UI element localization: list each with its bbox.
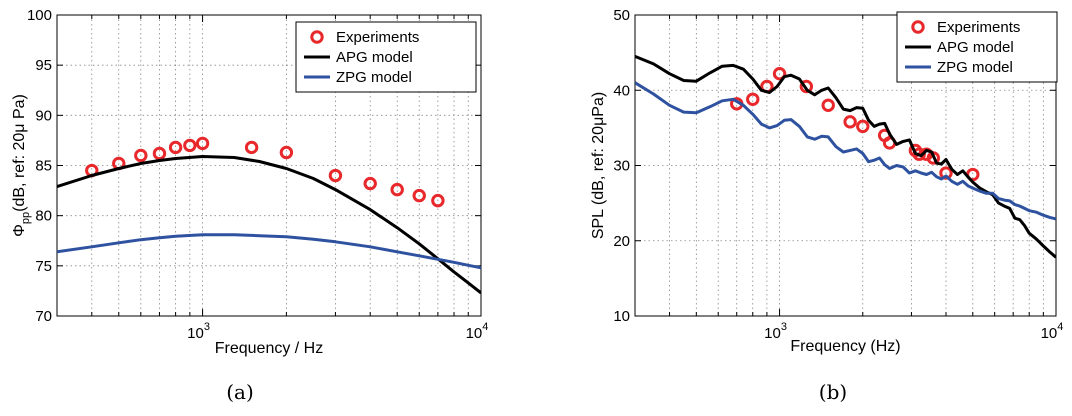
series-apg-model (57, 155, 481, 295)
series-line (57, 155, 481, 295)
legend: Experiments APG model ZPG model (295, 21, 477, 93)
series-line (635, 55, 1056, 259)
legend-swatch (911, 20, 925, 34)
y-tick-label: 90 (35, 107, 52, 124)
data-point (134, 148, 148, 163)
series-zpg-model (57, 233, 481, 270)
x-tick-label: 104 (1041, 321, 1064, 342)
legend-label: Experiments (937, 19, 1020, 36)
y-tick-label: 50 (613, 7, 630, 24)
y-tick-label: 40 (613, 82, 630, 99)
x-tick-label: 103 (187, 321, 210, 342)
data-point (431, 193, 445, 208)
data-point (843, 115, 857, 129)
legend-label: ZPG model (336, 69, 412, 86)
data-point (772, 66, 787, 81)
panel-caption: (b) (819, 380, 847, 404)
legend-label: ZPG model (937, 59, 1013, 76)
legend: Experiments APG model ZPG model (896, 11, 1058, 83)
data-point (363, 176, 377, 191)
x-tick-label: 104 (466, 321, 489, 342)
y-axis-label: SPL (dB, ref: 20μPa) (590, 92, 607, 239)
legend-label: APG model (937, 39, 1014, 56)
x-axis-label: Frequency / Hz (215, 340, 323, 357)
data-point (746, 92, 760, 106)
data-point (152, 146, 167, 161)
data-point (939, 166, 953, 180)
data-point (856, 119, 870, 134)
legend-label: APG model (336, 49, 413, 66)
y-tick-label: 20 (613, 233, 630, 250)
y-axis-label: Φpp(dB, ref: 20μ Pa) (11, 94, 32, 237)
y-tick-label: 75 (35, 258, 52, 275)
data-point (183, 138, 197, 153)
chart-b: 10 20 30 40 50 103 104 Frequency (Hz) SPL (dB, r… (590, 7, 1063, 404)
y-tick-label: 30 (613, 158, 630, 175)
chart-a: 70 75 80 85 90 95 100 103 104 Frequency / Hz Φpp(d… (11, 7, 488, 404)
y-tick-label: 70 (35, 308, 52, 325)
y-tick-label: 100 (27, 7, 52, 24)
x-tick-label: 103 (764, 321, 787, 342)
legend-swatch (310, 30, 324, 44)
series-line (57, 233, 481, 270)
data-point (195, 136, 210, 151)
data-point (412, 188, 426, 203)
data-point (390, 182, 404, 197)
data-point (821, 98, 835, 113)
data-point (244, 140, 259, 155)
x-axis-label: Frequency (Hz) (790, 338, 900, 355)
series-experiments (85, 136, 445, 208)
y-tick-label: 95 (35, 57, 52, 74)
series-apg-model (635, 55, 1056, 259)
series-zpg-model (635, 81, 1056, 221)
data-point (328, 168, 343, 183)
data-point (279, 145, 294, 160)
data-point (799, 79, 814, 94)
y-tick-label: 80 (35, 208, 52, 225)
series-line (635, 81, 1056, 221)
y-tick-label: 10 (613, 308, 630, 325)
y-tick-label: 85 (35, 158, 52, 175)
data-point (168, 140, 183, 155)
legend-label: Experiments (336, 29, 419, 46)
panel-caption: (a) (226, 380, 254, 404)
